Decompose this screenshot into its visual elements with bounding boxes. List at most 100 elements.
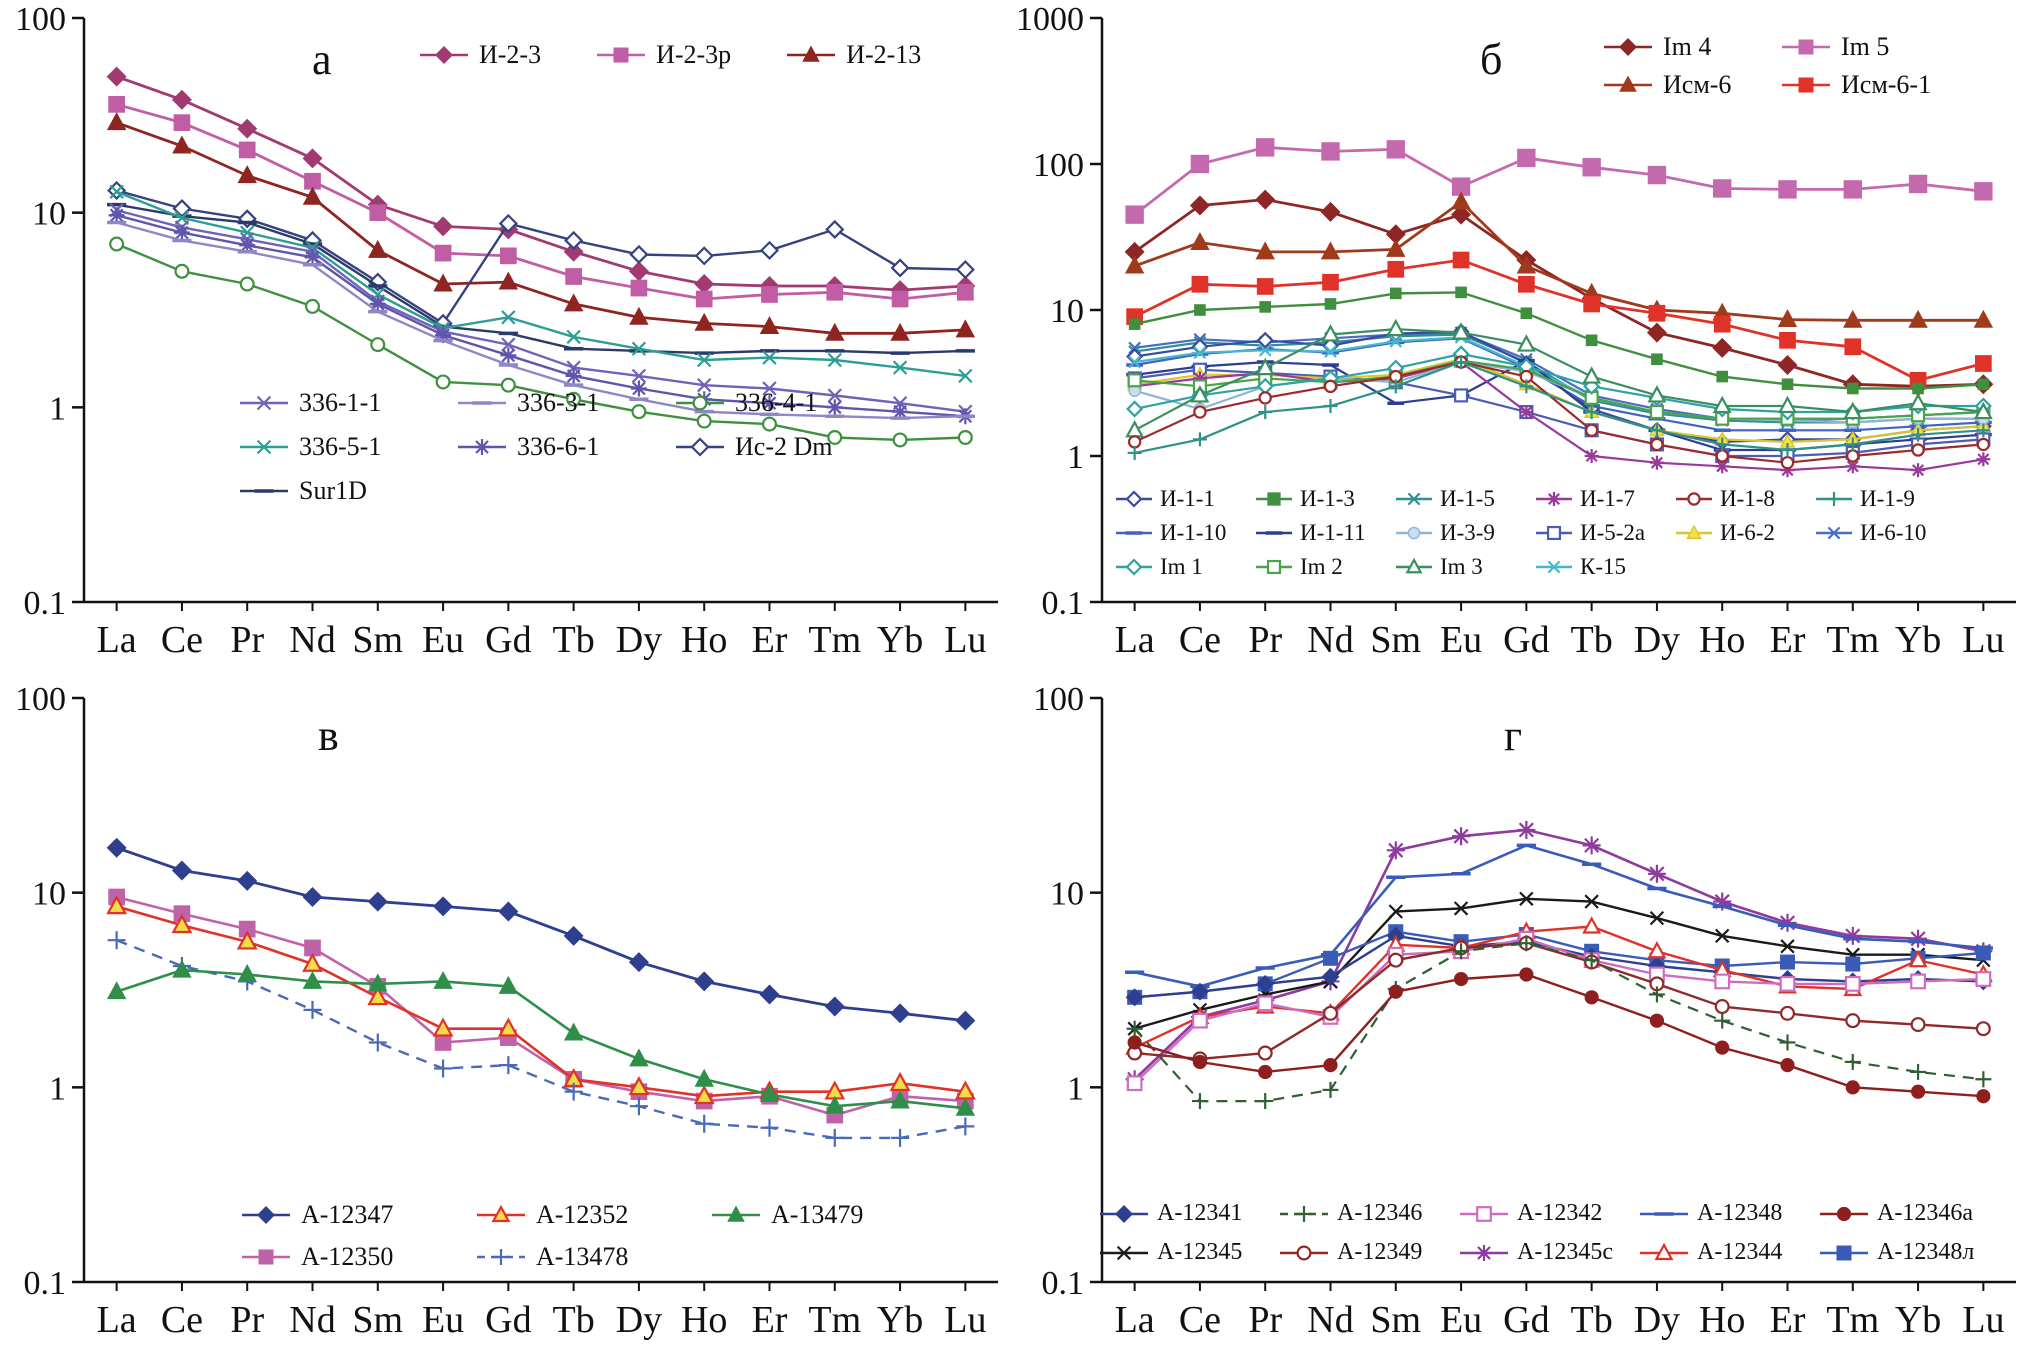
legend-marker-icon	[1396, 557, 1432, 574]
legend-label: Sur1D	[299, 476, 367, 505]
svg-text:La: La	[97, 619, 137, 661]
svg-text:La: La	[97, 1299, 137, 1341]
svg-text:Er: Er	[1770, 1299, 1806, 1341]
legend-item-А-12349: А-12349	[1278, 1239, 1458, 1266]
legend-marker-icon	[1536, 525, 1572, 541]
legend-label: И-6-10	[1860, 520, 1927, 545]
svg-text:Lu: Lu	[1962, 619, 2004, 661]
svg-text:Ho: Ho	[1699, 1299, 1745, 1341]
legend-marker-icon	[240, 489, 288, 493]
legend-marker-icon	[477, 1249, 525, 1265]
legend-label: А-12346	[1337, 1200, 1423, 1226]
legend-label: Im 2	[1300, 554, 1343, 579]
panel-v-legend-bottom: А-12347 А-12352 А-13479 А-12350 А-13478	[240, 1200, 945, 1272]
legend-item-А-12348л: А-12348л	[1818, 1239, 1998, 1266]
legend-label: Исм-6	[1663, 70, 1732, 99]
legend-label: И-1-10	[1160, 520, 1227, 545]
legend-marker-icon	[676, 437, 724, 457]
legend-label: А-12349	[1337, 1239, 1423, 1265]
svg-text:Pr: Pr	[230, 1299, 264, 1341]
legend-label: А-12352	[536, 1200, 629, 1229]
legend-item-А-12341: А-12341	[1098, 1200, 1278, 1227]
svg-text:Tb: Tb	[1571, 619, 1613, 661]
svg-text:Gd: Gd	[1503, 1299, 1549, 1341]
panel-a-letter: а	[312, 35, 332, 84]
svg-text:Dy: Dy	[616, 1299, 662, 1341]
legend-marker-icon	[1396, 492, 1432, 506]
legend-marker-icon	[676, 395, 724, 411]
legend-marker-icon	[240, 439, 288, 455]
svg-text:Dy: Dy	[616, 619, 662, 661]
svg-text:0.1: 0.1	[1042, 585, 1085, 622]
legend-marker-icon	[1782, 77, 1830, 93]
svg-text:Ce: Ce	[161, 619, 203, 661]
svg-text:Nd: Nd	[289, 1299, 335, 1341]
svg-text:Eu: Eu	[422, 1299, 464, 1341]
svg-text:Ce: Ce	[161, 1299, 203, 1341]
legend-label: И-1-3	[1300, 486, 1355, 511]
svg-text:10: 10	[1050, 876, 1084, 913]
legend-marker-icon	[1280, 1244, 1328, 1261]
legend-marker-icon	[1460, 1205, 1508, 1222]
legend-label: И-1-11	[1300, 520, 1366, 545]
legend-item-Ис-2 Dm: Ис-2 Dm	[674, 432, 892, 462]
svg-text:Er: Er	[752, 1299, 788, 1341]
chart-a: 100 10 1 0.1 La Ce Pr Nd Sm Eu Gd Tb Dy Ho Er Tm Yb Lu	[15, 1, 998, 661]
legend-item-А-12346: А-12346	[1278, 1200, 1458, 1227]
legend-item-А-12348: А-12348	[1638, 1200, 1818, 1227]
legend-label: И-1-5	[1440, 486, 1495, 511]
svg-text:1000: 1000	[1018, 1, 1084, 38]
svg-text:1: 1	[49, 1070, 66, 1107]
legend-item-336-6-1: 336-6-1	[456, 432, 674, 462]
svg-text:Sm: Sm	[352, 619, 403, 661]
chart-g: 100 10 1 0.1 La Ce Pr Nd Sm Eu Gd Tb Dy Ho Er Tm Yb Lu	[1033, 681, 2016, 1341]
legend-label: А-12346а	[1877, 1200, 1973, 1226]
legend-item-336-5-1: 336-5-1	[238, 432, 456, 462]
legend-item-Im 3: Im 3	[1394, 554, 1534, 580]
svg-text:10: 10	[32, 876, 66, 913]
legend-label: А-12348л	[1877, 1239, 1975, 1265]
legend-item-Im 5: Im 5	[1780, 32, 1958, 62]
panel-v-letter: в	[318, 711, 339, 760]
svg-text:La: La	[1115, 1299, 1155, 1341]
legend-label: А-12347	[301, 1200, 394, 1229]
legend-marker-icon	[477, 1204, 525, 1223]
legend-label: 336-6-1	[517, 432, 600, 461]
legend-item-Im 2: Im 2	[1254, 554, 1394, 580]
legend-item-И-3-9: И-3-9	[1394, 520, 1534, 546]
legend-item-И-1-9: И-1-9	[1814, 486, 1954, 512]
legend-label: И-1-8	[1720, 486, 1775, 511]
legend-label: А-12345с	[1517, 1239, 1613, 1265]
legend-label: И-1-7	[1580, 486, 1635, 511]
legend-label: А-12348	[1697, 1200, 1783, 1226]
svg-text:Tb: Tb	[553, 1299, 595, 1341]
legend-label: И-6-2	[1720, 520, 1775, 545]
svg-text:Yb: Yb	[877, 1299, 923, 1341]
legend-label: А-13478	[536, 1242, 629, 1271]
panel-g-letter: г	[1504, 711, 1523, 760]
legend-marker-icon	[1536, 492, 1572, 506]
svg-text:Pr: Pr	[230, 619, 264, 661]
legend-item-А-12344: А-12344	[1638, 1239, 1818, 1266]
legend-marker-icon	[1676, 524, 1712, 539]
legend-label: И-2-13	[846, 40, 922, 69]
legend-item-А-12350: А-12350	[240, 1242, 475, 1272]
legend-item-Исм-6: Исм-6	[1602, 70, 1780, 100]
svg-text:Pr: Pr	[1248, 619, 1282, 661]
legend-item-336-3-1: 336-3-1	[456, 388, 674, 418]
svg-text:Dy: Dy	[1634, 1299, 1680, 1341]
svg-text:La: La	[1115, 619, 1155, 661]
legend-marker-icon	[1816, 492, 1852, 506]
legend-label: А-12341	[1157, 1200, 1243, 1226]
legend-label: А-12345	[1157, 1239, 1243, 1265]
legend-marker-icon	[1116, 558, 1152, 576]
svg-text:Gd: Gd	[1503, 619, 1549, 661]
legend-label: 336-4-1	[735, 388, 818, 417]
panel-a-legend-bottom: 336-1-1 336-3-1 336-4-1 336-5-1 336-6-1 Ис-2 …	[238, 388, 892, 506]
legend-label: Im 3	[1440, 554, 1483, 579]
svg-text:0.1: 0.1	[24, 585, 67, 622]
legend-item-И-5-2а: И-5-2а	[1534, 520, 1674, 546]
legend-label: Ис-2 Dm	[735, 432, 833, 461]
legend-marker-icon	[1460, 1244, 1508, 1261]
panel-b-legend-bottom: И-1-1 И-1-3 И-1-5 И-1-7 И-1-8 И-1-9 И-1-10 И-1-…	[1114, 486, 1954, 580]
